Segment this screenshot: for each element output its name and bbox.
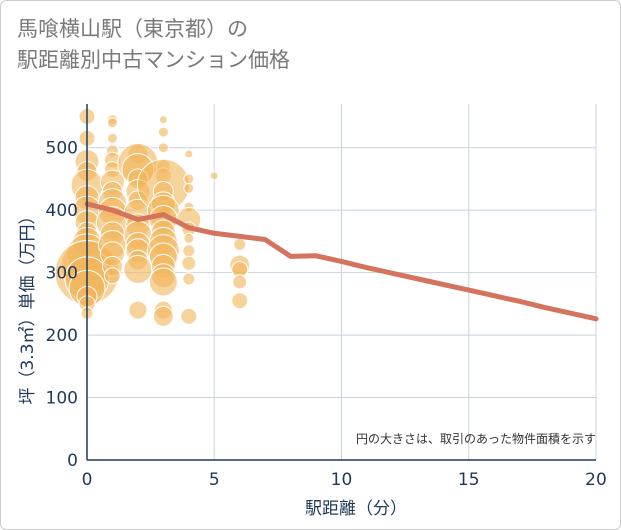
bubble-point	[157, 142, 169, 154]
bubble-point	[152, 305, 174, 327]
chart-title: 馬喰横山駅（東京都）の 駅距離別中古マンション価格	[17, 14, 290, 76]
bubble-point	[123, 255, 153, 285]
x-tick-label: 20	[585, 470, 607, 490]
bubble-point	[128, 300, 148, 320]
bubble-point	[158, 115, 168, 125]
bubble-point	[184, 149, 194, 159]
bubble-point	[183, 173, 195, 185]
bubble-point	[157, 126, 169, 138]
average-price-line	[84, 201, 599, 322]
bubble-point	[182, 244, 196, 258]
x-tick-label: 10	[331, 470, 353, 490]
y-tick-label: 200	[46, 326, 78, 346]
line-layer	[84, 201, 599, 322]
bubble-point	[182, 272, 196, 286]
y-tick-label: 100	[46, 389, 78, 409]
y-tick-label: 0	[67, 451, 78, 471]
bubble-point	[180, 307, 198, 325]
y-tick-label: 300	[46, 264, 78, 284]
x-tick-label: 15	[458, 470, 480, 490]
chart-title-line-2: 駅距離別中古マンション価格	[17, 48, 290, 72]
axes	[86, 104, 596, 461]
y-axis-label: 坪（3.3㎡）単価（万円）	[18, 207, 38, 404]
bubble-point	[181, 255, 197, 271]
y-tick-label: 500	[46, 139, 78, 159]
x-tick-label: 0	[82, 470, 93, 490]
chart-title-line-1: 馬喰横山駅（東京都）の	[17, 17, 248, 41]
bubble-point	[231, 292, 249, 310]
bubble-point	[232, 274, 248, 290]
x-axis-label: 駅距離（分）	[305, 499, 407, 519]
bubble-point	[233, 238, 247, 252]
bubble-point	[183, 232, 195, 244]
bubble-point	[106, 117, 118, 129]
bubble-point	[209, 171, 219, 181]
bubble-point	[106, 132, 118, 144]
x-tick-label: 5	[209, 470, 220, 490]
size-annotation: 円の大きさは、取引のあった物件面積を示す	[356, 431, 596, 446]
bubble-point	[148, 267, 178, 297]
bubble-point	[103, 267, 121, 285]
bubble-point	[183, 182, 195, 194]
y-tick-label: 400	[46, 201, 78, 221]
